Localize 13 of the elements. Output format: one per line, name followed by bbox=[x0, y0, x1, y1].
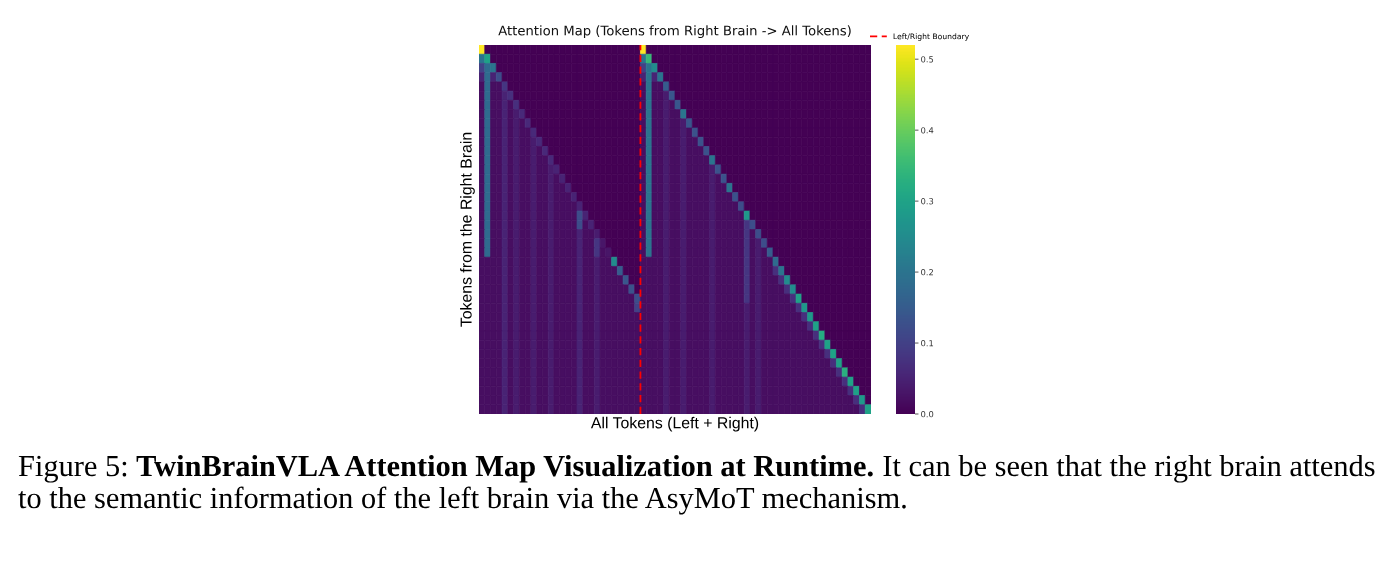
color-bar-label: 0.0 bbox=[921, 410, 934, 418]
text: to the semantic information of the left brain via the AsyMoT mechanism. bbox=[18, 486, 906, 515]
text: TwinBrainVLA Attention Map Visualization at Runtime. bbox=[136, 454, 873, 483]
y-axis-title: Tokens from the Right Brain bbox=[460, 132, 475, 327]
text: It can be seen that the right brain attends bbox=[883, 454, 1375, 483]
chart-title: Attention Map (Tokens from Right Brain -> All Tokens) bbox=[498, 25, 851, 39]
caption: Figure 5: bbox=[18, 455, 127, 483]
color-bar-label: 0.2 bbox=[921, 269, 933, 276]
color-bar-label: 0.3 bbox=[921, 198, 934, 205]
color-bar-label: 0.1 bbox=[921, 340, 934, 347]
color-bar-label: 0.4 bbox=[921, 127, 934, 134]
color-bar-label: 0.5 bbox=[921, 56, 934, 63]
x-axis-title: All Tokens (Left + Right) bbox=[590, 416, 759, 432]
